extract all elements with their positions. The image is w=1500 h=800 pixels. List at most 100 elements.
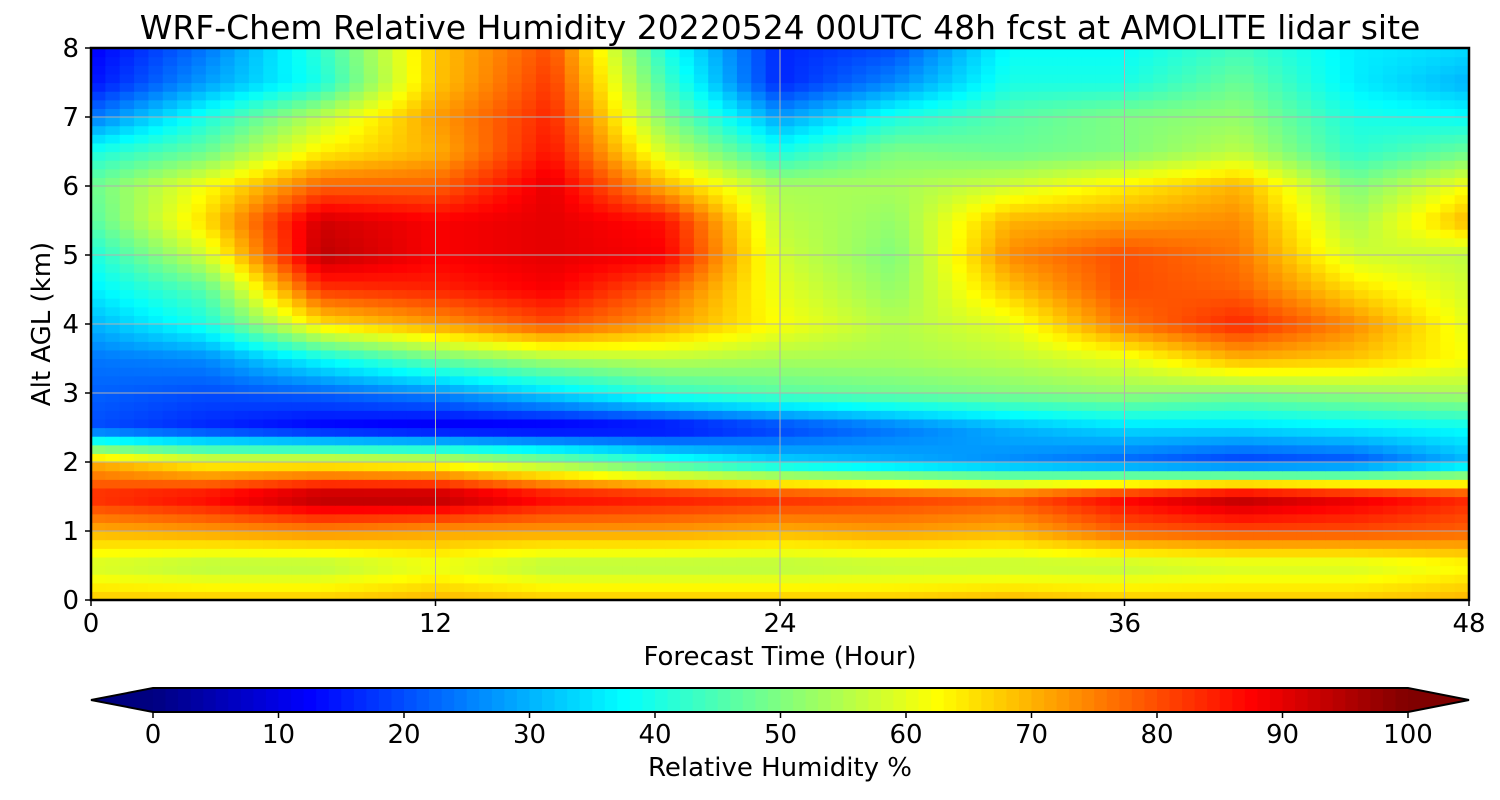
heatmap-cell xyxy=(593,160,609,170)
heatmap-cell xyxy=(449,151,465,161)
heatmap-cell xyxy=(91,298,106,308)
heatmap-cell xyxy=(622,324,638,334)
heatmap-cell xyxy=(1239,539,1255,549)
heatmap-cell xyxy=(1167,427,1183,437)
heatmap-cell xyxy=(894,539,910,549)
heatmap-cell xyxy=(291,522,307,532)
heatmap-cell xyxy=(1253,315,1269,325)
heatmap-cell xyxy=(248,591,264,601)
heatmap-cell xyxy=(1339,280,1355,291)
heatmap-cell xyxy=(306,418,322,429)
heatmap-cell xyxy=(1124,349,1140,360)
heatmap-cell xyxy=(1368,393,1384,403)
heatmap-cell xyxy=(1282,444,1298,454)
heatmap-cell xyxy=(406,194,422,204)
heatmap-cell xyxy=(823,548,839,558)
heatmap-cell xyxy=(1110,237,1126,247)
heatmap-cell xyxy=(665,306,681,316)
heatmap-cell xyxy=(421,177,437,187)
heatmap-cell xyxy=(1268,375,1283,385)
heatmap-cell xyxy=(837,263,853,273)
heatmap-cell xyxy=(579,211,594,222)
heatmap-cell xyxy=(1339,505,1355,515)
heatmap-cell xyxy=(335,324,350,334)
heatmap-cell xyxy=(306,341,322,351)
heatmap-cell xyxy=(1382,513,1398,523)
heatmap-cell xyxy=(277,229,293,239)
heatmap-cell xyxy=(1224,332,1240,342)
heatmap-cell xyxy=(1454,186,1470,196)
heatmap-cell xyxy=(392,237,408,247)
heatmap-cell xyxy=(421,263,437,273)
heatmap-cell xyxy=(693,332,709,342)
heatmap-cell xyxy=(1325,522,1341,532)
heatmap-cell xyxy=(521,505,537,515)
heatmap-cell xyxy=(478,306,494,316)
heatmap-cell xyxy=(1138,548,1154,558)
heatmap-cell xyxy=(1339,367,1355,377)
heatmap-cell xyxy=(808,263,824,273)
heatmap-cell xyxy=(1425,375,1441,385)
heatmap-cell xyxy=(1081,315,1097,325)
heatmap-cell xyxy=(966,539,982,549)
heatmap-cell xyxy=(162,591,178,601)
heatmap-cell xyxy=(679,255,695,265)
heatmap-cell xyxy=(234,151,250,161)
heatmap-cell xyxy=(449,505,465,515)
heatmap-cell xyxy=(593,358,609,368)
heatmap-cell xyxy=(1296,263,1312,273)
heatmap-cell xyxy=(363,436,379,446)
heatmap-cell xyxy=(751,479,767,489)
heatmap-cell xyxy=(1382,349,1398,360)
heatmap-cell xyxy=(794,306,810,316)
heatmap-cell xyxy=(937,470,953,480)
heatmap-cell xyxy=(535,393,551,403)
heatmap-cell xyxy=(937,246,953,256)
heatmap-cell xyxy=(392,332,408,342)
heatmap-cell xyxy=(607,220,623,230)
heatmap-cell xyxy=(1095,194,1111,204)
heatmap-cell xyxy=(1440,289,1456,299)
heatmap-cell xyxy=(837,151,853,161)
heatmap-cell xyxy=(1138,453,1154,463)
heatmap-cell xyxy=(952,349,968,360)
heatmap-cell xyxy=(579,298,594,308)
heatmap-cell xyxy=(607,237,623,247)
heatmap-cell xyxy=(980,332,996,342)
heatmap-cell xyxy=(478,427,494,437)
heatmap-cell xyxy=(1167,220,1183,230)
heatmap-cell xyxy=(579,246,594,256)
heatmap-cell xyxy=(693,151,709,161)
heatmap-cell xyxy=(205,246,221,256)
heatmap-cell xyxy=(148,436,164,446)
heatmap-cell xyxy=(679,410,695,420)
heatmap-cell xyxy=(234,539,250,549)
heatmap-cell xyxy=(1425,263,1441,273)
heatmap-cell xyxy=(1425,453,1441,463)
heatmap-cell xyxy=(291,246,307,256)
heatmap-cell xyxy=(464,160,480,170)
heatmap-cell xyxy=(1181,574,1197,584)
heatmap-cell xyxy=(923,479,939,489)
heatmap-cell xyxy=(277,246,293,256)
heatmap-cell xyxy=(808,556,824,567)
heatmap-cell xyxy=(722,470,738,480)
heatmap-cell xyxy=(808,384,824,394)
heatmap-cell xyxy=(1167,384,1183,394)
heatmap-cell xyxy=(449,418,465,429)
heatmap-cell xyxy=(1224,349,1240,360)
heatmap-cell xyxy=(1311,263,1327,273)
heatmap-cell xyxy=(306,358,322,368)
heatmap-cell xyxy=(722,531,738,541)
heatmap-cell xyxy=(823,298,839,308)
heatmap-cell xyxy=(722,418,738,429)
heatmap-cell xyxy=(349,186,365,196)
heatmap-cell xyxy=(535,358,551,368)
heatmap-cell xyxy=(650,453,666,463)
heatmap-cell xyxy=(1440,194,1456,204)
heatmap-cell xyxy=(607,246,623,256)
heatmap-cell xyxy=(1411,548,1427,558)
heatmap-cell xyxy=(1239,349,1255,360)
heatmap-cell xyxy=(1397,444,1413,454)
heatmap-cell xyxy=(378,263,394,273)
